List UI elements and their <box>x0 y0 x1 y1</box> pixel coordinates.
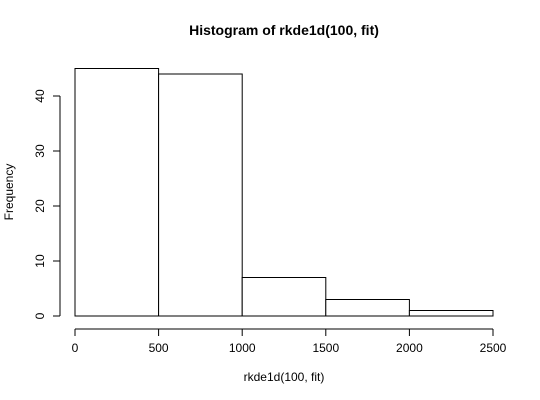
y-axis: 0 10 20 30 40 <box>33 89 60 319</box>
x-axis: 0 500 1000 1500 2000 2500 <box>72 329 507 355</box>
histogram-bar-1 <box>75 69 159 317</box>
x-tick-label: 0 <box>72 341 79 355</box>
histogram-bar-3 <box>242 278 326 317</box>
histogram-bar-2 <box>159 74 243 316</box>
histogram-bar-5 <box>409 311 493 317</box>
x-axis-label: rkde1d(100, fit) <box>244 370 325 384</box>
bars-group <box>75 69 493 317</box>
y-axis-label: Frequency <box>2 164 16 221</box>
x-tick-label: 500 <box>149 341 169 355</box>
x-tick-label: 2500 <box>480 341 507 355</box>
y-tick-label: 20 <box>33 199 47 213</box>
y-tick-label: 40 <box>33 89 47 103</box>
x-tick-label: 1000 <box>229 341 256 355</box>
histogram-bar-4 <box>326 300 410 317</box>
x-tick-label: 1500 <box>312 341 339 355</box>
y-tick-label: 0 <box>33 312 47 319</box>
y-tick-label: 30 <box>33 144 47 158</box>
x-tick-label: 2000 <box>396 341 423 355</box>
chart-title: Histogram of rkde1d(100, fit) <box>189 22 379 38</box>
y-tick-label: 10 <box>33 254 47 268</box>
